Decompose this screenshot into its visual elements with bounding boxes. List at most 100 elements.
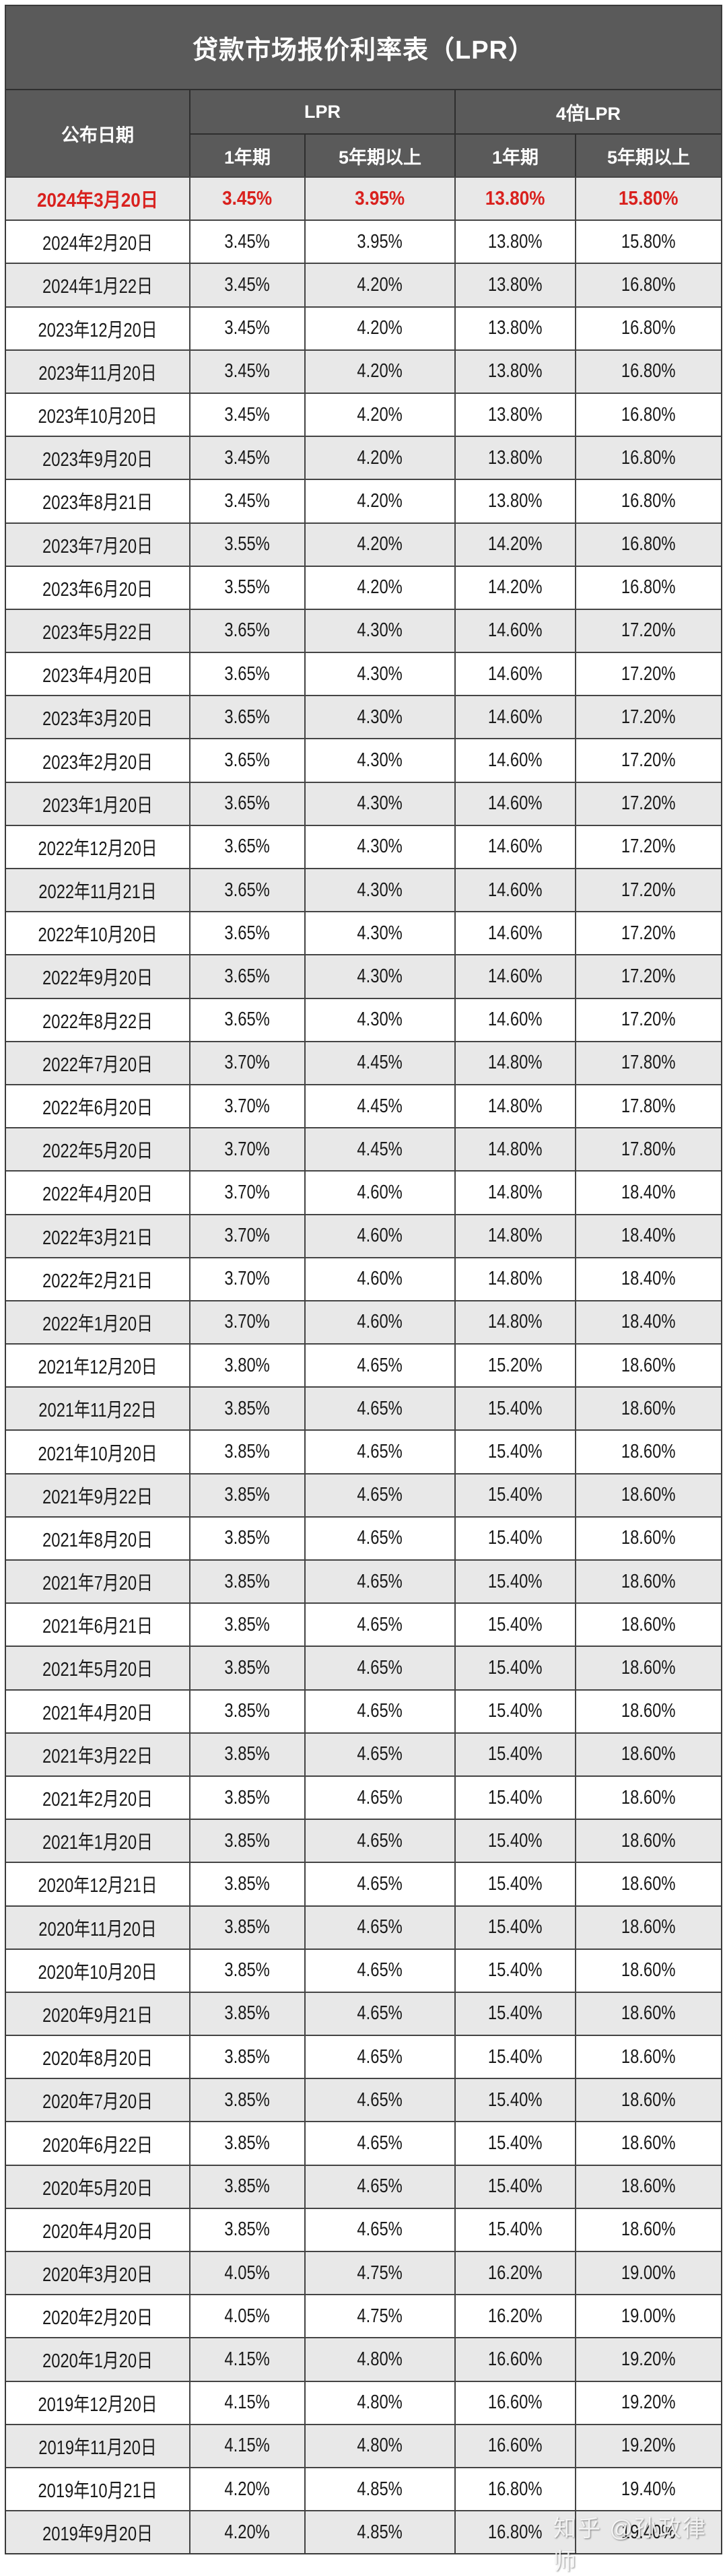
cell-lpr-1y-text: 3.85% (224, 1441, 271, 1463)
table-row: 2019年12月20日 4.15% 4.80% 16.60% 19.20% (6, 2380, 721, 2424)
table-row: 2021年6月21日 3.85% 4.65% 15.40% 18.60% (6, 1602, 721, 1646)
cell-date: 2020年12月21日 (6, 1863, 191, 1905)
cell-4x-1y-text: 14.60% (488, 619, 543, 642)
cell-4x-5y: 18.60% (576, 1691, 721, 1732)
cell-date: 2023年1月20日 (6, 782, 191, 825)
cell-4x-5y: 19.40% (576, 2511, 721, 2553)
cell-4x-5y: 16.80% (576, 524, 721, 566)
cell-date-text: 2022年7月20日 (42, 1054, 153, 1076)
cell-lpr-1y: 3.65% (191, 653, 306, 696)
cell-4x-1y-text: 14.60% (488, 749, 543, 772)
cell-lpr-5y-text: 4.20% (357, 576, 403, 599)
cell-date: 2022年7月20日 (6, 1042, 191, 1084)
cell-date: 2024年2月20日 (6, 221, 191, 263)
cell-4x-5y-text: 19.40% (621, 2478, 676, 2500)
cell-4x-5y: 17.80% (576, 1085, 721, 1127)
cell-date: 2023年8月21日 (6, 480, 191, 522)
cell-4x-1y: 13.80% (456, 480, 576, 522)
cell-lpr-1y-text: 3.65% (224, 792, 271, 815)
cell-4x-1y: 16.80% (456, 2468, 576, 2511)
cell-lpr-5y-text: 4.65% (357, 1397, 403, 1419)
cell-lpr-1y: 3.85% (191, 2165, 306, 2208)
cell-lpr-1y-text: 3.70% (224, 1311, 271, 1333)
cell-lpr-5y: 4.45% (306, 1128, 456, 1171)
cell-date-text: 2023年4月20日 (42, 665, 153, 687)
cell-4x-1y-text: 16.80% (488, 2521, 543, 2543)
table-row: 2022年3月21日 3.70% 4.60% 14.80% 18.40% (6, 1213, 721, 1257)
cell-lpr-5y-text: 4.20% (357, 273, 403, 296)
cell-4x-1y: 13.80% (456, 307, 576, 349)
cell-4x-5y-text: 16.80% (621, 403, 676, 426)
cell-4x-5y-text: 18.60% (621, 1700, 676, 1722)
table-row: 2023年9月20日 3.45% 4.20% 13.80% 16.80% (6, 436, 721, 479)
cell-4x-1y-text: 15.40% (488, 1959, 543, 1981)
table-row: 2021年11月22日 3.85% 4.65% 15.40% 18.60% (6, 1386, 721, 1430)
table-row: 2021年8月20日 3.85% 4.65% 15.40% 18.60% (6, 1516, 721, 1559)
cell-4x-5y: 19.00% (576, 2252, 721, 2294)
cell-lpr-1y: 4.20% (191, 2511, 306, 2554)
cell-4x-1y: 15.40% (456, 1604, 576, 1646)
cell-lpr-1y: 3.45% (191, 350, 306, 393)
cell-date-text: 2020年7月20日 (42, 2091, 153, 2113)
cell-4x-1y-text: 16.60% (488, 2348, 543, 2370)
cell-lpr-5y: 4.45% (306, 1085, 456, 1128)
cell-lpr-5y: 4.65% (306, 2122, 456, 2165)
cell-4x-1y-text: 14.60% (488, 879, 543, 901)
cell-date: 2023年4月20日 (6, 653, 191, 696)
cell-4x-5y: 16.80% (576, 308, 721, 349)
cell-lpr-5y: 4.20% (306, 393, 456, 436)
table-row: 2023年8月21日 3.45% 4.20% 13.80% 16.80% (6, 479, 721, 522)
cell-lpr-1y-text: 3.70% (224, 1052, 271, 1074)
table-row: 2021年2月20日 3.85% 4.65% 15.40% 18.60% (6, 1775, 721, 1819)
cell-lpr-5y-text: 4.30% (357, 749, 403, 772)
cell-lpr-5y: 4.30% (306, 998, 456, 1041)
table-row: 2021年7月20日 3.85% 4.65% 15.40% 18.60% (6, 1559, 721, 1603)
cell-4x-5y: 16.80% (576, 351, 721, 393)
cell-date: 2020年11月20日 (6, 1906, 191, 1948)
cell-lpr-1y-text: 3.45% (224, 360, 271, 382)
cell-4x-5y-text: 18.60% (621, 1872, 676, 1895)
cell-lpr-5y: 4.65% (306, 1517, 456, 1559)
cell-date-text: 2023年11月20日 (38, 362, 157, 384)
cell-lpr-1y: 3.85% (191, 1906, 306, 1948)
cell-4x-5y: 17.20% (576, 653, 721, 695)
cell-lpr-5y-text: 4.65% (357, 1441, 403, 1463)
cell-lpr-1y-text: 4.15% (224, 2348, 271, 2370)
cell-4x-5y: 18.60% (576, 2166, 721, 2208)
cell-lpr-5y: 4.60% (306, 1258, 456, 1300)
cell-lpr-1y-text: 3.65% (224, 965, 271, 987)
cell-4x-5y-text: 17.20% (621, 619, 676, 642)
cell-4x-5y-text: 17.20% (621, 749, 676, 772)
cell-4x-5y-text: 17.20% (621, 965, 676, 987)
cell-4x-1y-text: 15.40% (488, 1527, 543, 1549)
cell-4x-5y: 18.60% (576, 1777, 721, 1819)
table-title: 贷款市场报价利率表（LPR） (6, 6, 721, 90)
cell-lpr-1y-text: 3.85% (224, 1743, 271, 1765)
cell-4x-5y: 18.60% (576, 2036, 721, 2078)
cell-4x-1y: 15.40% (456, 2165, 576, 2208)
cell-lpr-5y: 4.65% (306, 2036, 456, 2078)
cell-date: 2023年2月20日 (6, 739, 191, 782)
cell-lpr-5y: 4.20% (306, 523, 456, 566)
table-row: 2020年11月20日 3.85% 4.65% 15.40% 18.60% (6, 1905, 721, 1948)
cell-lpr-1y: 3.45% (191, 264, 306, 306)
cell-date-text: 2023年12月20日 (38, 319, 158, 341)
cell-date-text: 2023年3月20日 (42, 708, 153, 731)
cell-lpr-1y-text: 3.45% (224, 273, 271, 296)
cell-lpr-5y-text: 4.30% (357, 879, 403, 901)
cell-lpr-5y-text: 4.30% (357, 1009, 403, 1031)
cell-date: 2022年9月20日 (6, 955, 191, 998)
cell-4x-1y-text: 13.80% (488, 230, 543, 252)
cell-4x-1y-text: 14.80% (488, 1138, 543, 1160)
cell-lpr-5y-text: 4.85% (357, 2521, 403, 2543)
cell-date: 2023年5月22日 (6, 609, 191, 652)
cell-4x-5y: 18.60% (576, 1863, 721, 1905)
table-row: 2019年11月20日 4.15% 4.80% 16.60% 19.20% (6, 2423, 721, 2467)
table-row: 2022年8月22日 3.65% 4.30% 14.60% 17.20% (6, 997, 721, 1041)
cell-date-text: 2023年9月20日 (42, 449, 153, 471)
cell-lpr-5y: 4.65% (306, 1388, 456, 1430)
cell-lpr-5y-text: 3.95% (357, 230, 403, 252)
cell-4x-5y-text: 18.60% (621, 1916, 676, 1938)
table-row: 2023年6月20日 3.55% 4.20% 14.20% 16.80% (6, 565, 721, 609)
cell-4x-1y-text: 15.40% (488, 2089, 543, 2111)
